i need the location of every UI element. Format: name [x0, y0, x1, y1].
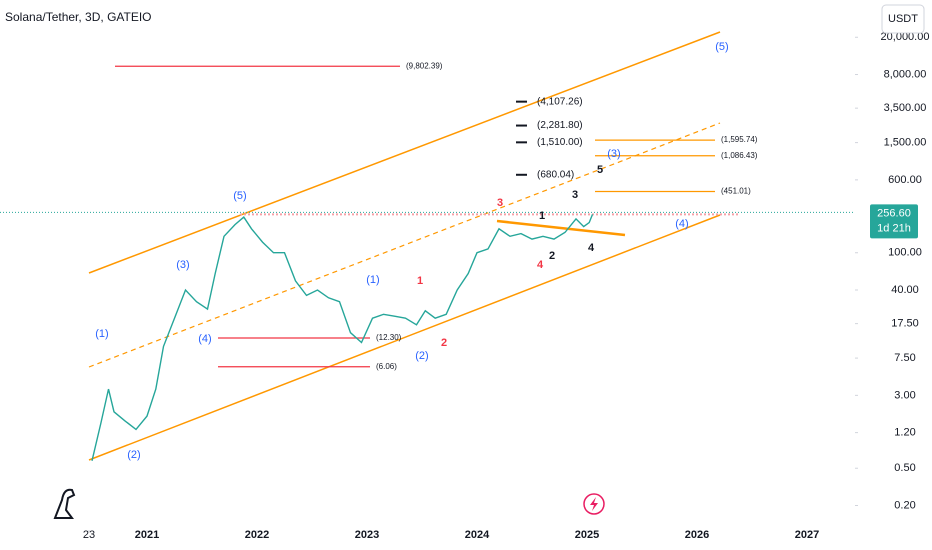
y-tick-label: 8,000.00 [884, 68, 927, 80]
y-tick-label: 600.00 [888, 174, 922, 186]
level-label: (451.01) [721, 187, 751, 196]
x-tick-label: 2027 [795, 529, 819, 541]
y-tick-label: 20,000.00 [881, 31, 930, 43]
level-label: (4,107.26) [537, 96, 583, 107]
y-tick-label: 17.50 [891, 318, 919, 330]
wave-label: (1) [366, 274, 379, 286]
level-label: (680.04) [537, 169, 574, 180]
price-line [91, 214, 594, 461]
wave-label: (3) [176, 259, 189, 271]
level-label: (9,802.39) [406, 61, 443, 70]
wave-label: 3 [497, 197, 503, 209]
x-tick-label: 2024 [465, 529, 490, 541]
wave-labels: (1) (2) (3) (4) (5) (1) (2) (3) (4) (5) … [95, 41, 728, 461]
x-tick-label: 23 [83, 529, 95, 541]
wave-label: (4) [198, 333, 211, 345]
wave-label: 5 [597, 164, 603, 176]
y-tick-label: 3.00 [894, 389, 915, 401]
x-tick-label: 2022 [245, 529, 269, 541]
y-tick-label: 7.50 [894, 352, 915, 364]
wave-label: (3) [607, 148, 620, 160]
wave-label: (5) [715, 41, 728, 53]
wave-label: (4) [675, 218, 688, 230]
x-tick-label: 2026 [685, 529, 709, 541]
y-tick-label: 1.20 [894, 427, 915, 439]
channel-middle [88, 122, 721, 368]
wave-label: (5) [233, 190, 246, 202]
level-label: (2,281.80) [537, 120, 583, 131]
level-label: (1,510.00) [537, 137, 583, 148]
level-label: (6.06) [376, 362, 397, 371]
x-tick-label: 2021 [135, 529, 159, 541]
y-tick-label: 3,500.00 [884, 102, 927, 114]
y-tick-label: 100.00 [888, 247, 922, 259]
currency[interactable]: USDT [888, 13, 918, 25]
y-tick-label: 1,500.00 [884, 137, 927, 149]
flash-icon[interactable] [583, 493, 605, 515]
countdown: 1d 21h [877, 222, 911, 234]
wave-label: (2) [127, 449, 140, 461]
wave-label: 4 [537, 259, 544, 271]
channel-upper [88, 31, 721, 274]
chart-title: Solana/Tether, 3D, GATEIO [5, 10, 152, 24]
level-label: (12.30) [376, 333, 402, 342]
plot: 0.20 0.50 1.20 3.00 7.50 17.50 40.00 100.00 600.… [0, 31, 929, 541]
x-tick-label: 2023 [355, 529, 379, 541]
logo [53, 488, 76, 519]
wave-label: (2) [415, 350, 428, 362]
level-label: (1,595.74) [721, 135, 758, 144]
wave-label: 2 [549, 250, 555, 262]
wave-label: 3 [572, 189, 578, 201]
currency-button[interactable] [881, 4, 925, 34]
wave-label: (1) [95, 328, 108, 340]
wave-label: 1 [417, 275, 423, 287]
last-price-box [870, 204, 918, 239]
triangle-line [496, 219, 626, 237]
x-tick-label: 2025 [575, 529, 599, 541]
wave-label: 2 [441, 337, 447, 349]
y-tick-label: 40.00 [891, 284, 919, 296]
wave-label: 4 [588, 242, 595, 254]
channel-lower [88, 214, 721, 461]
level-label: (1,086.43) [721, 151, 758, 160]
y-tick-label: 0.50 [894, 462, 915, 474]
y-tick-label: 0.20 [894, 499, 915, 511]
last-price-label: 256.60 [877, 207, 911, 219]
wave-label: 1 [539, 210, 545, 222]
